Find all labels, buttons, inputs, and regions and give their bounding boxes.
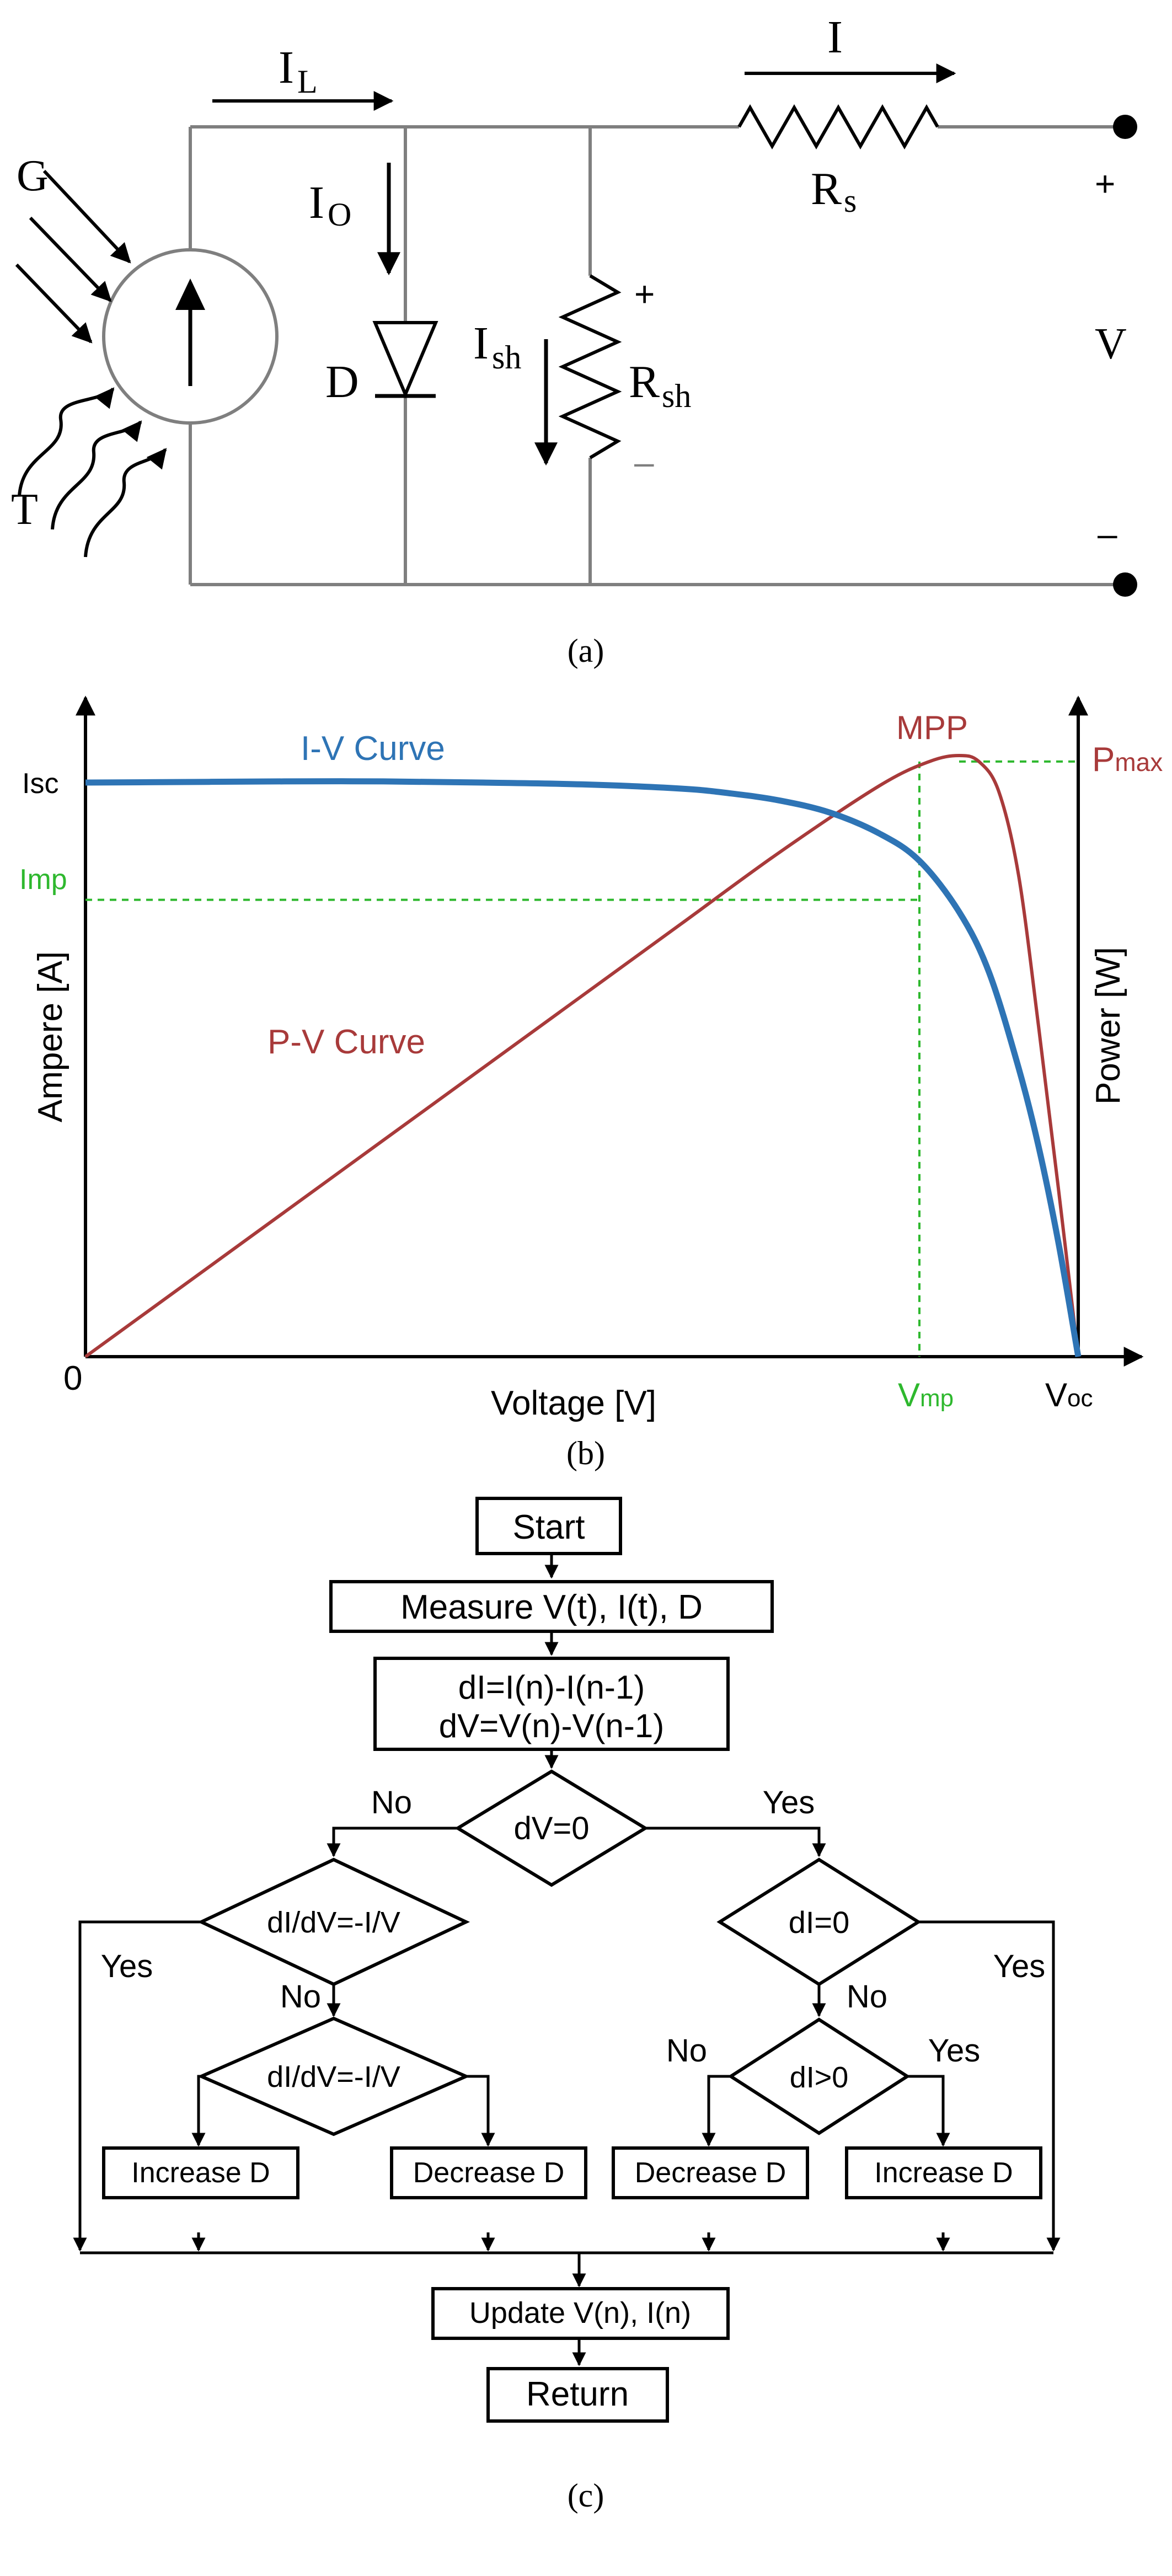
- panel-c-flowchart: Start Measure V(t), I(t), D dI=I(n)-I(n-…: [73, 1497, 1061, 2514]
- decision-dv0: [454, 1769, 649, 1887]
- increase-d-right-box: [845, 2146, 1042, 2199]
- panel-b-chart: I-V Curve P-V Curve MPP Isc Imp Pmax 0 V…: [19, 695, 1163, 1471]
- increase-d-right-text: Increase D: [874, 2157, 1013, 2189]
- label-no-dv0: No: [371, 1785, 412, 1820]
- decision-left2-text: dI/dV=-I/V: [267, 2060, 400, 2093]
- pv-curve-label: P-V Curve: [267, 1023, 425, 1061]
- y-axis-left-title: Ampere [A]: [31, 951, 69, 1122]
- vmp-label: Vmp: [898, 1377, 954, 1413]
- iv-curve-label: I-V Curve: [301, 730, 445, 768]
- decision-dv0-text: dV=0: [513, 1811, 589, 1846]
- origin-label: 0: [63, 1359, 82, 1397]
- increase-d-left-text: Increase D: [131, 2157, 270, 2189]
- label-d: D: [325, 356, 359, 408]
- imp-label: Imp: [19, 864, 67, 896]
- label-yes-di0: Yes: [993, 1948, 1046, 1984]
- label-v-minus: –: [1098, 514, 1117, 554]
- x-axis-title: Voltage [V]: [491, 1384, 656, 1422]
- diode: [372, 321, 438, 399]
- label-v: V: [1095, 320, 1127, 368]
- current-source: [102, 248, 279, 425]
- circuit-wires: [189, 125, 1125, 586]
- terminal-positive: [1113, 115, 1137, 139]
- y-axis-right-title: Power [W]: [1089, 947, 1127, 1105]
- label-no-left1: No: [280, 1979, 321, 2015]
- label-rsh-minus: –: [634, 442, 654, 482]
- measure-box: [329, 1580, 774, 1633]
- return-text: Return: [526, 2375, 629, 2413]
- label-yes-dv0: Yes: [763, 1785, 815, 1820]
- calc-box: [373, 1657, 730, 1751]
- decision-left1: [197, 1857, 470, 1986]
- update-box: [431, 2287, 730, 2340]
- label-yes-digt0: Yes: [928, 2033, 981, 2069]
- label-t: T: [11, 485, 38, 534]
- decrease-d-left-text: Decrease D: [413, 2157, 565, 2189]
- pmax-label: Pmax: [1092, 741, 1163, 779]
- label-no-digt0: No: [666, 2033, 707, 2069]
- decision-left2: [197, 2016, 470, 2136]
- start-text: Start: [513, 1508, 585, 1546]
- decision-digt0-text: dI>0: [790, 2061, 849, 2094]
- update-text: Update V(n), I(n): [469, 2296, 691, 2329]
- increase-d-left-box: [102, 2146, 299, 2199]
- start-box: [475, 1497, 622, 1555]
- label-g: G: [17, 152, 49, 200]
- mpp-label: MPP: [896, 709, 968, 746]
- label-v-plus: +: [1095, 164, 1115, 203]
- decision-left1-text: dI/dV=-I/V: [267, 1906, 400, 1939]
- isc-label: Isc: [22, 768, 58, 800]
- decrease-d-right-text: Decrease D: [635, 2157, 786, 2189]
- pv-curve-line: [84, 753, 1080, 1358]
- decision-di0-text: dI=0: [789, 1905, 850, 1940]
- calc-dv-text: dV=V(n)-V(n-1): [439, 1707, 664, 1744]
- label-no-di0: No: [847, 1979, 887, 2015]
- label-yes-left1: Yes: [101, 1948, 153, 1984]
- label-rsh: Rsh: [629, 356, 691, 414]
- label-i: I: [827, 12, 843, 63]
- label-rsh-plus: +: [634, 274, 655, 314]
- caption-b: (b): [566, 1435, 605, 1471]
- decrease-d-left-box: [390, 2146, 587, 2199]
- terminal-negative: [1113, 572, 1137, 597]
- calc-di-text: dI=I(n)-I(n-1): [458, 1669, 645, 1706]
- irradiance-arrows: [15, 169, 131, 344]
- decrease-d-right-box: [612, 2146, 809, 2199]
- decision-digt0: [727, 2017, 911, 2135]
- decision-di0: [716, 1857, 922, 1986]
- label-rs: Rs: [811, 163, 857, 219]
- temperature-arrows: [18, 387, 167, 558]
- iv-curve-line: [85, 778, 1082, 1357]
- shunt-resistor: [558, 274, 622, 459]
- caption-a: (a): [568, 633, 604, 669]
- return-box: [486, 2367, 669, 2423]
- voc-label: Voc: [1045, 1377, 1093, 1413]
- measure-text: Measure V(t), I(t), D: [400, 1588, 703, 1626]
- caption-c: (c): [568, 2477, 604, 2514]
- series-resistor: [737, 104, 939, 150]
- flow-connectors: [73, 1554, 1061, 2366]
